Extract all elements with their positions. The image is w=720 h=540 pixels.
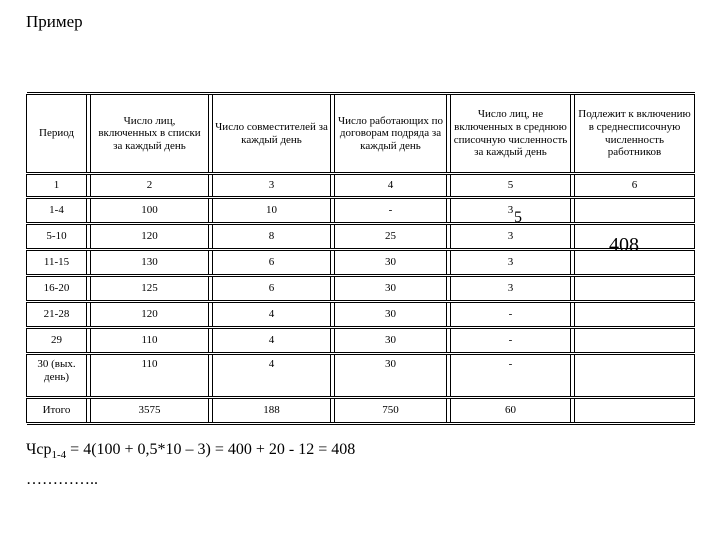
table-cell: 29	[27, 329, 87, 353]
table-cell: 750	[335, 399, 447, 423]
table-cell: 5	[451, 175, 571, 197]
table-cell: -	[335, 199, 447, 223]
table-cell: 25	[335, 225, 447, 249]
data-table: ПериодЧисло лиц, включенных в списки за …	[26, 92, 695, 425]
table-cell	[575, 329, 695, 353]
col-header: Число лиц, не включенных в среднюю списо…	[451, 95, 571, 173]
table-cell: 4	[213, 329, 331, 353]
table-cell: 5-10	[27, 225, 87, 249]
table-cell: 110	[91, 329, 209, 353]
table-cell: 11-15	[27, 251, 87, 275]
col-header: Число лиц, включенных в списки за каждый…	[91, 95, 209, 173]
table-cell: 30	[335, 329, 447, 353]
table-cell: 21-28	[27, 303, 87, 327]
table-cell: 2	[91, 175, 209, 197]
table-cell: 16-20	[27, 277, 87, 301]
page-title: Пример	[26, 12, 694, 32]
table-cell: 10	[213, 199, 331, 223]
table-cell: 188	[213, 399, 331, 423]
table-cell: 130	[91, 251, 209, 275]
table-cell: 6	[575, 175, 695, 197]
table-cell: -	[451, 303, 571, 327]
table-cell	[575, 355, 695, 397]
col-header: Подлежит к включению в среднесписочную ч…	[575, 95, 695, 173]
table-cell: 6	[213, 277, 331, 301]
table-cell: 30	[335, 277, 447, 301]
col-header: Период	[27, 95, 87, 173]
table-cell: -	[451, 329, 571, 353]
table-cell	[575, 199, 695, 223]
table-cell: 6	[213, 251, 331, 275]
table-cell: 4	[213, 303, 331, 327]
col-header: Число совместителей за каждый день	[213, 95, 331, 173]
table-cell: 3	[451, 225, 571, 249]
table-cell: 4	[213, 355, 331, 397]
table-cell: 100	[91, 199, 209, 223]
table-cell: 120	[91, 225, 209, 249]
table-cell: 110	[91, 355, 209, 397]
table-cell: 120	[91, 303, 209, 327]
data-table-wrap: ПериодЧисло лиц, включенных в списки за …	[26, 92, 694, 425]
overlay-col5-num: 5	[514, 209, 522, 227]
table-cell: 30 (вых. день)	[27, 355, 87, 397]
formula-line: Чср1-4 = 4(100 + 0,5*10 – 3) = 400 + 20 …	[26, 441, 694, 461]
table-cell: 4	[335, 175, 447, 197]
table-cell: 1	[27, 175, 87, 197]
table-cell: 60	[451, 399, 571, 423]
formula-lhs: Чср	[26, 441, 52, 458]
table-cell: 3	[451, 251, 571, 275]
table-cell	[575, 399, 695, 423]
table-cell	[575, 277, 695, 301]
table-cell: 3	[451, 277, 571, 301]
formula-rhs: = 4(100 + 0,5*10 – 3) = 400 + 20 - 12 = …	[66, 441, 355, 458]
table-cell: 8	[213, 225, 331, 249]
table-cell: 30	[335, 355, 447, 397]
table-cell: 3	[213, 175, 331, 197]
formula-sub: 1-4	[52, 449, 67, 461]
col-header: Число работающих по договорам подряда за…	[335, 95, 447, 173]
table-cell: 3575	[91, 399, 209, 423]
table-cell: 30	[335, 251, 447, 275]
table-cell: 3	[451, 199, 571, 223]
table-cell: 1-4	[27, 199, 87, 223]
table-cell	[575, 303, 695, 327]
table-cell: 30	[335, 303, 447, 327]
overlay-408: 408	[609, 234, 639, 257]
table-cell: 125	[91, 277, 209, 301]
table-cell: Итого	[27, 399, 87, 423]
table-cell: -	[451, 355, 571, 397]
dots-line: …………..	[26, 471, 694, 489]
